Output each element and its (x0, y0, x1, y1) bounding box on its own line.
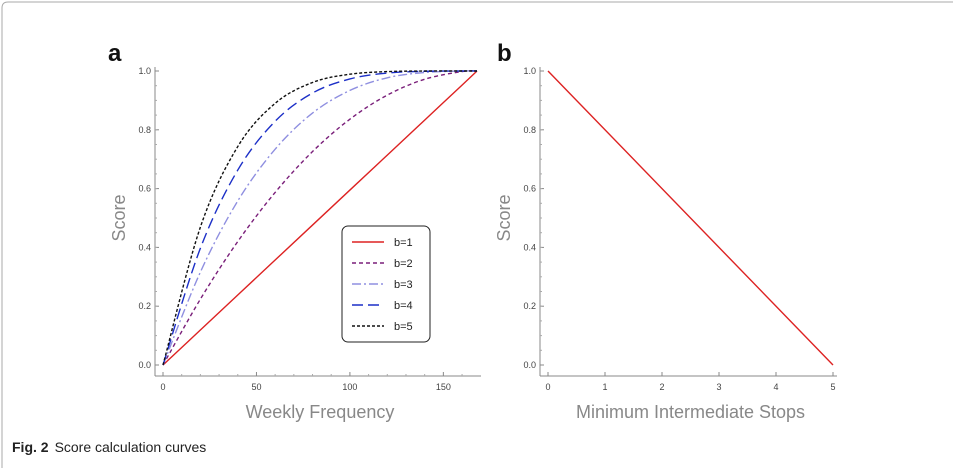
y-tick-label: 0.2 (523, 301, 536, 311)
x-tick-label: 0 (160, 382, 165, 392)
y-tick-label: 1.0 (138, 66, 151, 76)
y-tick-label: 0.4 (523, 242, 536, 252)
series-line-b=5 (162, 70, 477, 366)
series-line-b=1 (162, 70, 478, 366)
x-axis-label: Weekly Frequency (246, 402, 395, 422)
y-tick-label: 0.0 (523, 360, 536, 370)
panel-label: a (108, 40, 122, 67)
x-tick-label: 2 (659, 382, 664, 392)
chart-panel-b: b 0 1 2 3 4 5 0.0 0.2 0.4 0.6 0.8 1.0 Minimum Interme… (494, 40, 837, 422)
x-tick-label: 5 (830, 382, 835, 392)
panel-label: b (497, 40, 512, 67)
y-tick-label: 0.8 (138, 125, 151, 135)
legend-label: b=2 (394, 258, 413, 270)
figure-label: Fig. 2 (12, 439, 49, 455)
chart-panel-a: a 0 50 100 150 0.0 0.2 0.4 0.6 0.8 1.0 Weekly Frequ… (108, 40, 481, 422)
legend: b=1 b=2 b=3 b=4 b=5 (341, 225, 431, 343)
y-axis-label: Score (494, 194, 514, 241)
y-tick-label: 0.2 (138, 301, 151, 311)
legend-box (341, 225, 431, 343)
x-tick-label: 4 (773, 382, 778, 392)
series-line-line (547, 70, 834, 366)
y-tick-label: 0.6 (138, 184, 151, 194)
x-tick-label: 0 (545, 382, 550, 392)
y-axis-label: Score (109, 194, 129, 241)
y-tick-label: 0.0 (138, 360, 151, 370)
x-tick-label: 50 (251, 382, 261, 392)
y-tick-label: 0.6 (523, 184, 536, 194)
x-tick-label: 3 (716, 382, 721, 392)
x-tick-label: 150 (436, 382, 451, 392)
x-axis-label: Minimum Intermediate Stops (576, 402, 805, 422)
series-line-b=3 (162, 70, 478, 366)
x-tick-label: 1 (602, 382, 607, 392)
x-tick-label: 100 (342, 382, 357, 392)
y-tick-label: 0.4 (138, 242, 151, 252)
figure-caption: Fig. 2 Score calculation curves (12, 439, 206, 455)
figure-caption-text: Score calculation curves (54, 439, 207, 455)
legend-label: b=4 (394, 300, 413, 312)
legend-label: b=5 (394, 321, 413, 333)
legend-label: b=3 (394, 279, 413, 291)
series-line-b=2 (162, 70, 478, 366)
y-tick-label: 0.8 (523, 125, 536, 135)
legend-label: b=1 (394, 237, 413, 249)
y-tick-label: 1.0 (523, 66, 536, 76)
